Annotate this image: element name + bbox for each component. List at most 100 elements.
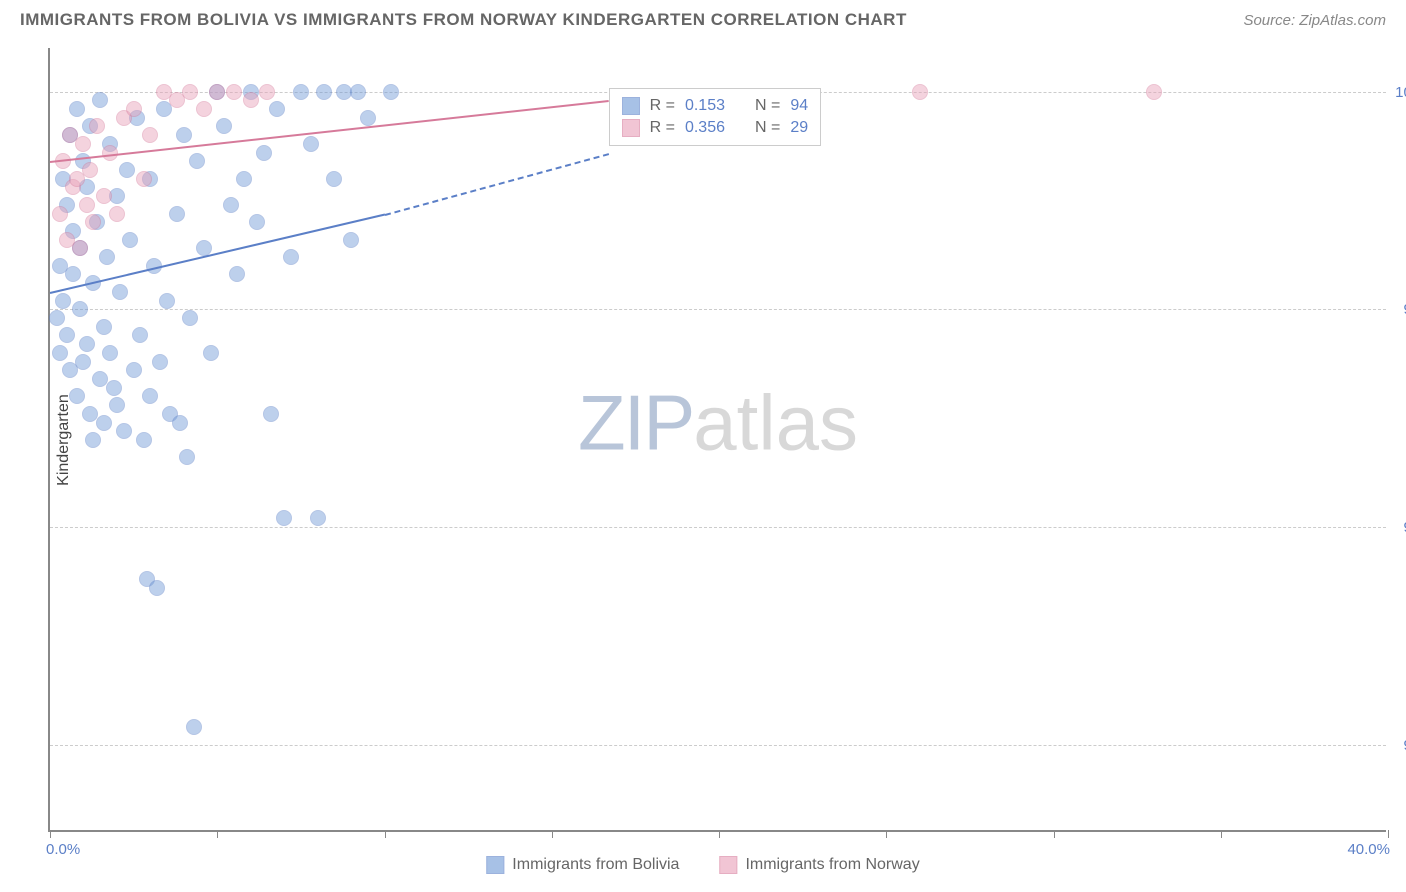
data-point (75, 136, 91, 152)
stats-swatch (622, 119, 640, 137)
data-point (189, 153, 205, 169)
data-point (149, 580, 165, 596)
data-point (142, 127, 158, 143)
data-point (350, 84, 366, 100)
n-label: N = (755, 119, 780, 137)
data-point (109, 206, 125, 222)
data-point (383, 84, 399, 100)
data-point (102, 145, 118, 161)
data-point (55, 293, 71, 309)
x-tick (886, 830, 887, 838)
data-point (132, 327, 148, 343)
data-point (179, 449, 195, 465)
gridline (50, 745, 1386, 746)
legend-label-norway: Immigrants from Norway (745, 856, 919, 874)
data-point (169, 206, 185, 222)
x-label-right: 40.0% (1347, 841, 1390, 858)
stats-swatch (622, 97, 640, 115)
gridline (50, 527, 1386, 528)
n-label: N = (755, 97, 780, 115)
y-tick-label: 100.0% (1395, 84, 1406, 101)
data-point (216, 118, 232, 134)
data-point (69, 101, 85, 117)
data-point (79, 336, 95, 352)
data-point (226, 84, 242, 100)
data-point (196, 101, 212, 117)
data-point (229, 266, 245, 282)
data-point (360, 110, 376, 126)
r-value: 0.153 (685, 97, 725, 115)
x-tick (385, 830, 386, 838)
stats-row: R = 0.356 N = 29 (622, 117, 809, 139)
r-value: 0.356 (685, 119, 725, 137)
data-point (316, 84, 332, 100)
data-point (72, 240, 88, 256)
legend-item-bolivia: Immigrants from Bolivia (486, 856, 679, 874)
data-point (256, 145, 272, 161)
data-point (136, 432, 152, 448)
data-point (912, 84, 928, 100)
data-point (236, 171, 252, 187)
data-point (122, 232, 138, 248)
legend-item-norway: Immigrants from Norway (719, 856, 919, 874)
data-point (142, 388, 158, 404)
legend-swatch-bolivia (486, 856, 504, 874)
data-point (126, 101, 142, 117)
data-point (283, 249, 299, 265)
stats-legend: R = 0.153 N = 94 R = 0.356 N = 29 (609, 88, 822, 146)
source-attribution: Source: ZipAtlas.com (1243, 12, 1386, 29)
n-value: 29 (790, 119, 808, 137)
data-point (293, 84, 309, 100)
data-point (259, 84, 275, 100)
gridline (50, 309, 1386, 310)
x-tick (217, 830, 218, 838)
data-point (326, 171, 342, 187)
data-point (263, 406, 279, 422)
data-point (172, 415, 188, 431)
data-point (52, 345, 68, 361)
data-point (310, 510, 326, 526)
data-point (209, 84, 225, 100)
watermark: ZIPatlas (578, 378, 858, 469)
data-point (89, 118, 105, 134)
data-point (96, 415, 112, 431)
data-point (136, 171, 152, 187)
data-point (85, 214, 101, 230)
data-point (75, 354, 91, 370)
plot-area: ZIPatlas 92.5%95.0%97.5%100.0%0.0%40.0%R… (48, 48, 1386, 832)
data-point (82, 162, 98, 178)
data-point (96, 188, 112, 204)
data-point (119, 162, 135, 178)
r-label: R = (650, 119, 675, 137)
chart-title: IMMIGRANTS FROM BOLIVIA VS IMMIGRANTS FR… (20, 10, 907, 30)
data-point (92, 92, 108, 108)
x-tick (50, 830, 51, 838)
data-point (72, 301, 88, 317)
data-point (182, 310, 198, 326)
data-point (65, 266, 81, 282)
data-point (1146, 84, 1162, 100)
watermark-zip: ZIP (578, 379, 693, 467)
data-point (96, 319, 112, 335)
data-point (343, 232, 359, 248)
n-value: 94 (790, 97, 808, 115)
data-point (79, 197, 95, 213)
data-point (49, 310, 65, 326)
data-point (223, 197, 239, 213)
watermark-atlas: atlas (693, 379, 858, 467)
data-point (112, 284, 128, 300)
data-point (182, 84, 198, 100)
chart-area: ZIPatlas 92.5%95.0%97.5%100.0%0.0%40.0%R… (48, 48, 1386, 832)
data-point (106, 380, 122, 396)
data-point (243, 92, 259, 108)
data-point (303, 136, 319, 152)
y-axis-title: Kindergarten (55, 394, 73, 486)
bottom-legend: Immigrants from Bolivia Immigrants from … (486, 856, 919, 874)
data-point (52, 206, 68, 222)
x-tick (1221, 830, 1222, 838)
x-label-left: 0.0% (46, 841, 80, 858)
data-point (152, 354, 168, 370)
legend-swatch-norway (719, 856, 737, 874)
data-point (126, 362, 142, 378)
legend-label-bolivia: Immigrants from Bolivia (512, 856, 679, 874)
